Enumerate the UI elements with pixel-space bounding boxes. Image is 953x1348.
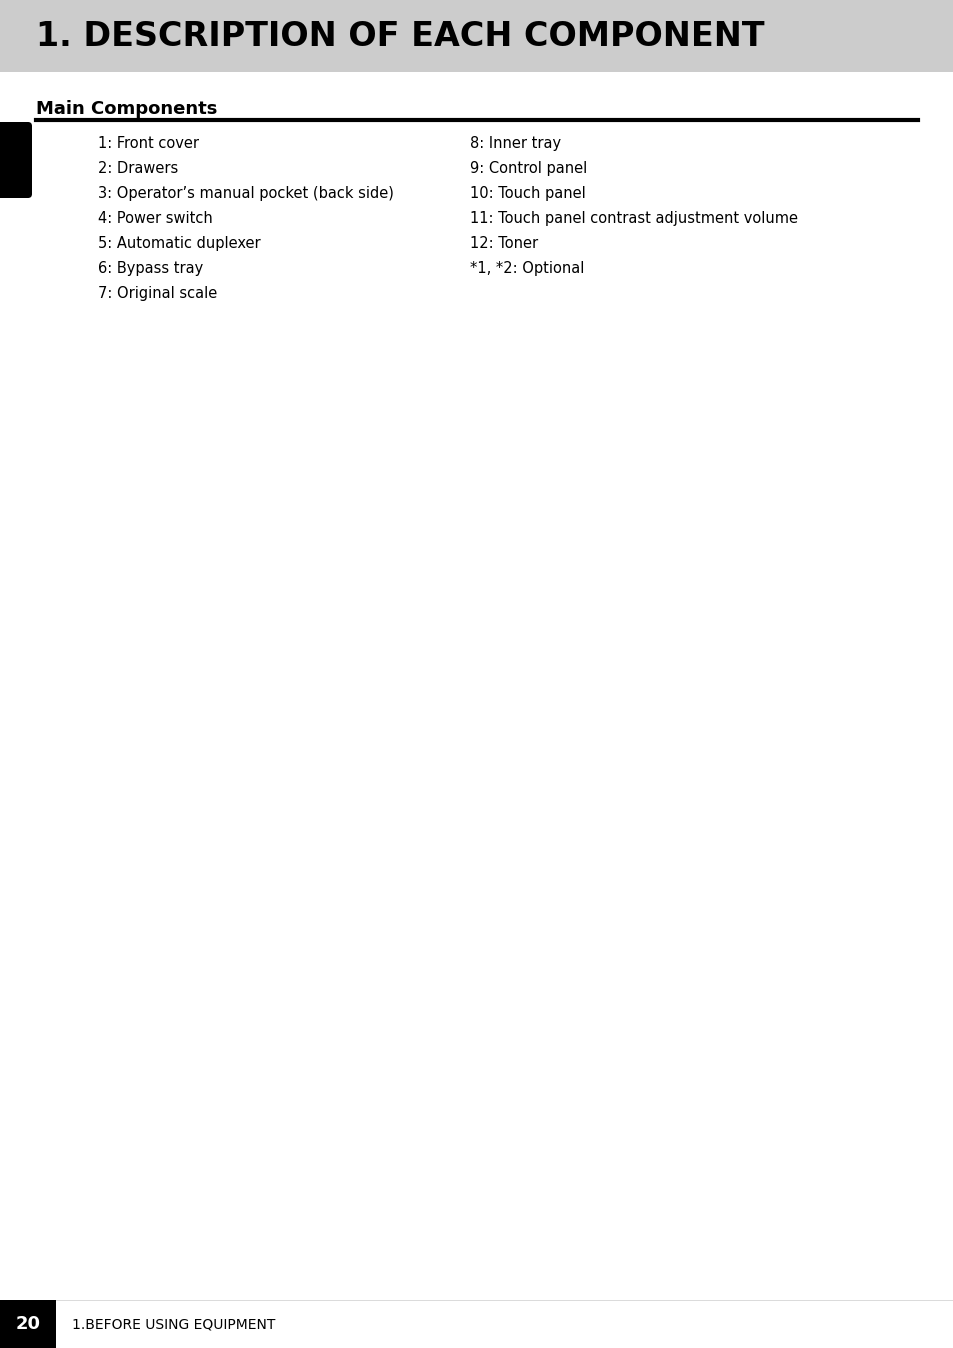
Text: 1.BEFORE USING EQUIPMENT: 1.BEFORE USING EQUIPMENT (71, 1317, 275, 1330)
Text: Main Components: Main Components (36, 100, 217, 119)
Text: 7: Original scale: 7: Original scale (98, 286, 217, 301)
Text: 2: Drawers: 2: Drawers (98, 160, 178, 177)
Text: 3: Operator’s manual pocket (back side): 3: Operator’s manual pocket (back side) (98, 186, 394, 201)
Bar (0, 1299, 56, 1348)
Bar (0, 0, 953, 71)
FancyBboxPatch shape (0, 123, 32, 198)
Text: 11: Touch panel contrast adjustment volume: 11: Touch panel contrast adjustment volu… (470, 212, 797, 226)
Text: 5: Automatic duplexer: 5: Automatic duplexer (98, 236, 260, 251)
Text: 1: Front cover: 1: Front cover (98, 136, 199, 151)
Text: 6: Bypass tray: 6: Bypass tray (98, 262, 203, 276)
Text: 9: Control panel: 9: Control panel (470, 160, 587, 177)
Text: 12: Toner: 12: Toner (470, 236, 537, 251)
Bar (0, 1299, 953, 1348)
Text: 10: Touch panel: 10: Touch panel (470, 186, 585, 201)
Text: *1, *2: Optional: *1, *2: Optional (470, 262, 584, 276)
Text: 4: Power switch: 4: Power switch (98, 212, 213, 226)
Text: 20: 20 (15, 1316, 40, 1333)
Text: 8: Inner tray: 8: Inner tray (470, 136, 560, 151)
Text: 1. DESCRIPTION OF EACH COMPONENT: 1. DESCRIPTION OF EACH COMPONENT (36, 19, 763, 53)
